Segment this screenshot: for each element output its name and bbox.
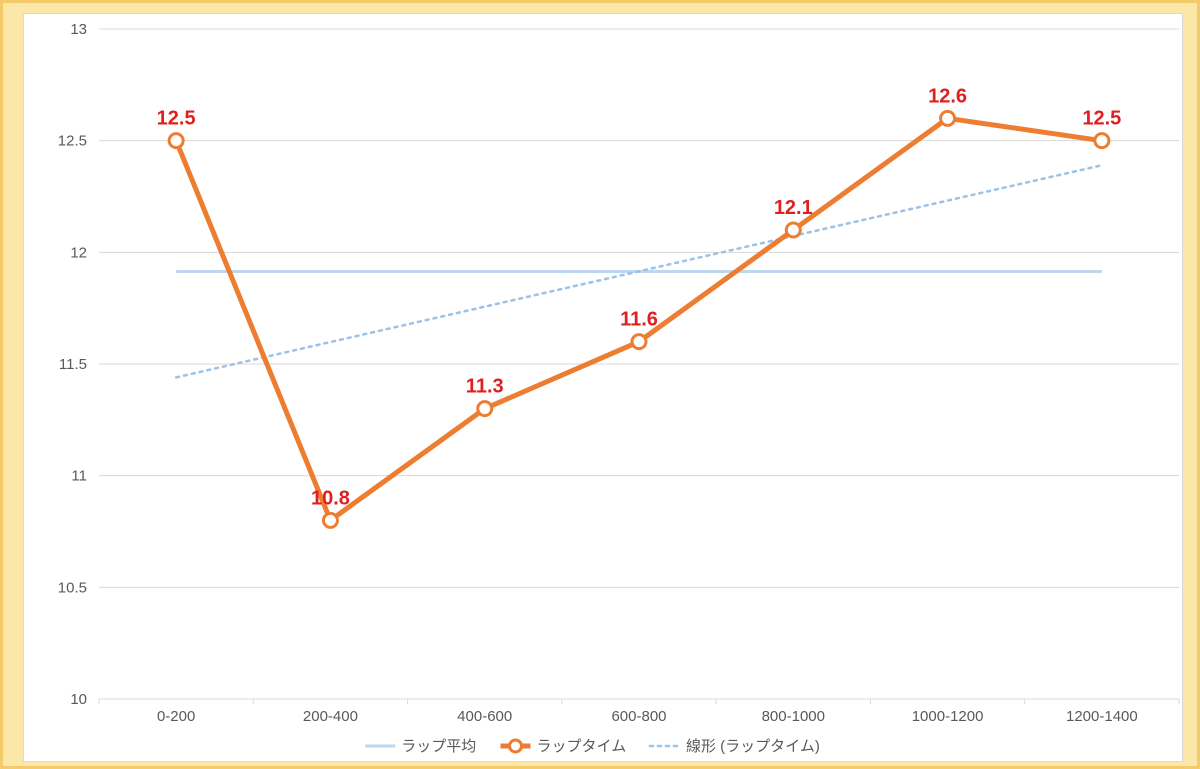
lap-time-marker bbox=[169, 134, 183, 148]
legend-label: 線形 (ラップタイム) bbox=[686, 738, 820, 755]
lap-time-marker bbox=[941, 111, 955, 125]
chart-panel: 10 10.5 11 11.5 12 12.5 13 0-200 200-400 400-600 6… bbox=[23, 13, 1183, 762]
legend-item: 線形 (ラップタイム) bbox=[650, 738, 820, 755]
lap-time-marker bbox=[323, 513, 337, 527]
data-label: 10.8 bbox=[311, 487, 350, 509]
x-tick-label: 400-600 bbox=[457, 708, 512, 725]
data-label: 11.3 bbox=[466, 376, 504, 398]
data-label: 12.5 bbox=[1082, 108, 1121, 130]
y-tick-label: 10.5 bbox=[58, 579, 87, 596]
legend-item: ラップ平均 bbox=[365, 738, 476, 755]
y-tick-label: 12.5 bbox=[58, 133, 87, 150]
y-tick-label: 11.5 bbox=[59, 356, 87, 373]
data-label: 12.1 bbox=[774, 197, 813, 219]
x-tick-label: 200-400 bbox=[303, 708, 358, 725]
lap-time-marker bbox=[1095, 134, 1109, 148]
y-tick-label: 10 bbox=[70, 691, 87, 708]
x-tick-label: 1200-1400 bbox=[1066, 708, 1138, 725]
legend-label: ラップ平均 bbox=[401, 738, 476, 755]
data-label: 12.5 bbox=[157, 108, 196, 130]
data-label: 11.6 bbox=[620, 309, 658, 331]
lap-time-marker bbox=[786, 223, 800, 237]
x-tick-label: 1000-1200 bbox=[912, 708, 984, 725]
lap-time-chart: 10 10.5 11 11.5 12 12.5 13 0-200 200-400 400-600 6… bbox=[24, 14, 1184, 763]
chart-frame: 10 10.5 11 11.5 12 12.5 13 0-200 200-400 400-600 6… bbox=[0, 0, 1200, 769]
legend-label: ラップタイム bbox=[537, 738, 627, 755]
y-tick-label: 13 bbox=[70, 21, 87, 38]
y-tick-label: 11 bbox=[71, 468, 87, 485]
x-tick-label: 800-1000 bbox=[762, 708, 825, 725]
lap-time-marker bbox=[632, 335, 646, 349]
x-tick-label: 600-800 bbox=[611, 708, 666, 725]
legend-item: ラップタイム bbox=[501, 738, 627, 755]
x-tick-label: 0-200 bbox=[157, 708, 195, 725]
data-label: 12.6 bbox=[928, 85, 967, 107]
y-tick-label: 12 bbox=[70, 244, 87, 261]
lap-time-marker bbox=[478, 402, 492, 416]
